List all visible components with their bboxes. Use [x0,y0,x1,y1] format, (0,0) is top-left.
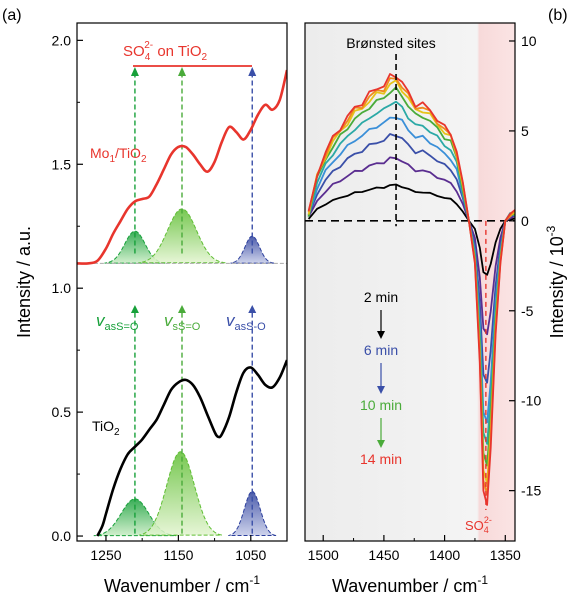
spectrum-line-14-min [307,73,515,506]
x-tick-label: 1500 [308,547,339,563]
panel-b-legend: 2 min 6 min 10 min 14 min [360,289,402,467]
legend-arrow-head [377,386,385,394]
y-tick-label: 1.0 [52,280,72,296]
legend-arrow-head [377,331,385,339]
marker-arrow-upper [130,67,139,76]
legend-entry: 10 min [360,397,402,413]
panel-b-so4-label: SO42- [465,515,492,535]
x-tick-label: 1450 [368,547,399,563]
x-tick-label: 1250 [90,547,121,563]
y-tick-label: -5 [521,303,534,319]
panel-a-frame [76,22,288,542]
bronsted-label: Brønsted sites [346,35,435,51]
legend-entry: 2 min [364,289,398,305]
marker-arrow-lower [130,304,139,313]
panel-b-ylabel: Intensity / 10-3 [544,225,567,338]
y-tick-label: -15 [521,483,541,499]
marker-arrow-upper [178,67,186,76]
marker-arrow-lower [178,304,186,313]
panel-a-ylabel: Intensity / a.u. [14,226,34,338]
y-tick-label: 10 [521,33,537,49]
panel-b: 10 5 0 -5 -10 -15 1500 1450 1400 1350 Brønsted si… [304,22,567,596]
y-tick-label: 2.0 [52,32,72,48]
marker-arrow-upper [248,67,257,76]
nu-as-s-o-label: vasS-O [226,311,266,333]
x-tick-label: 1150 [163,547,193,563]
panel-a-label: (a) [2,7,22,24]
gaussian-band [139,451,222,536]
panel-b-lines [307,73,515,506]
mo1-tio2-label: Mo1/TiO2 [90,145,147,165]
legend-entry: 14 min [360,451,402,467]
y-tick-label: 0.5 [52,404,72,420]
spectrum-line-intermediate-3 [307,116,515,424]
spectrum-line-intermediate-1 [307,156,515,336]
y-tick-label: 1.5 [52,156,72,172]
panel-a-lines [77,69,287,537]
panel-a: 0.0 0.5 1.0 1.5 2.0 1250 1150 1050 SO42- on TiO… [14,22,288,596]
gaussian-band [104,230,166,264]
panel-a-xlabel: Wavenumber / cm-1 [104,573,260,596]
legend-entry: 6 min [364,342,398,358]
y-tick-label: -10 [521,393,541,409]
spectrum-line-6-min [307,133,515,384]
legend-arrow-head [377,440,385,448]
y-tick-label: 0 [521,213,529,229]
x-tick-label: 1400 [429,547,460,563]
nu-as-so-label: vasS=O [96,311,139,333]
panel-b-axes: 10 5 0 -5 -10 -15 1500 1450 1400 1350 [308,33,542,563]
panel-b-frame [304,22,516,542]
panel-a-axes: 0.0 0.5 1.0 1.5 2.0 1250 1150 1050 [52,32,267,563]
nu-s-so-label: vsS=O [164,311,201,333]
tio2-label: TiO2 [92,418,120,438]
series-line-tio2 [96,359,287,537]
x-tick-label: 1050 [235,547,266,563]
spectrum-line-2-min [307,183,515,276]
y-tick-label: 0.0 [52,528,72,544]
panel-a-markers [130,67,257,534]
so4-title: SO42- on TiO2 [123,40,208,63]
panel-b-annotations [395,54,487,510]
x-tick-label: 1350 [490,547,521,563]
panel-b-label: (b) [548,7,568,24]
panel-b-xlabel: Wavenumber / cm-1 [332,573,488,596]
spectrum-line-intermediate-4 [307,100,515,445]
spectrum-line-10-min [307,86,515,467]
series-line-mo1-tio2 [77,69,287,265]
marker-arrow-lower [248,304,257,313]
y-tick-label: 5 [521,123,529,139]
